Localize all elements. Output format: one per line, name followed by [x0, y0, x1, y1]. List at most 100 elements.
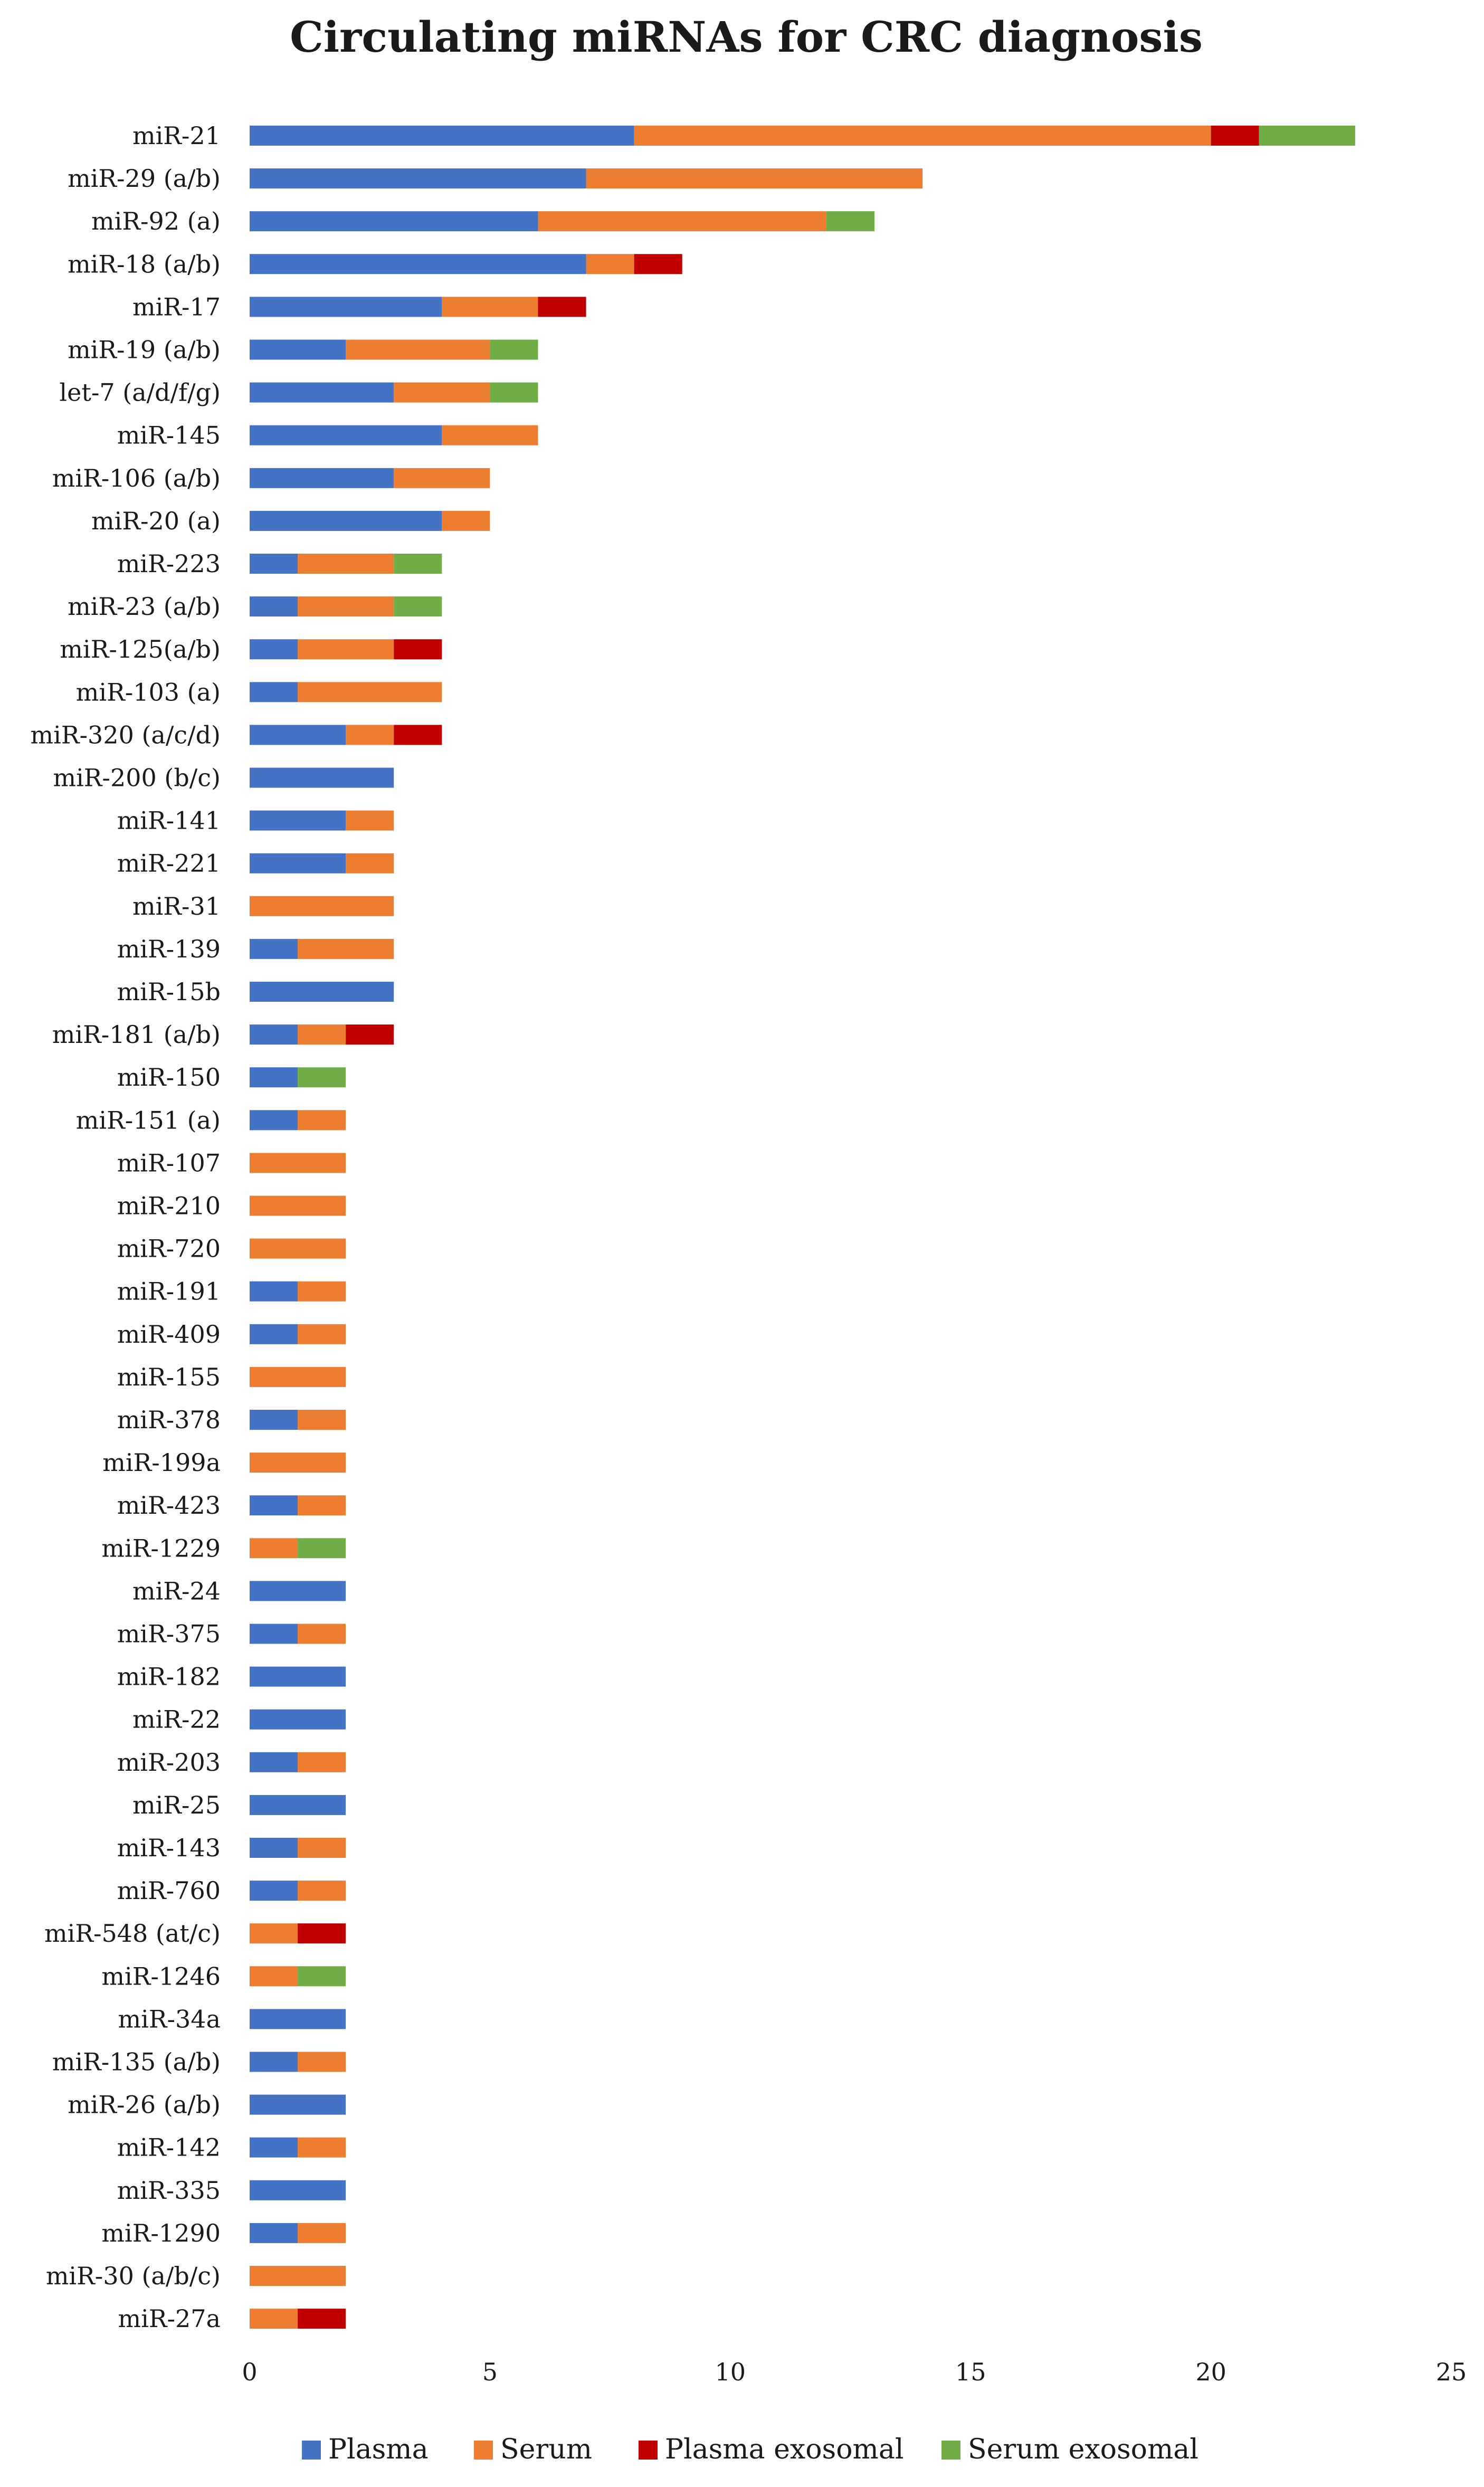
bar-segment	[298, 1966, 346, 1987]
bar-segment	[298, 1752, 346, 1772]
category-label: miR-1290	[101, 2219, 221, 2247]
bar-segment	[442, 510, 490, 531]
bar-segment	[250, 1281, 298, 1302]
category-label: miR-199a	[102, 1448, 221, 1477]
bar-segment	[250, 1795, 346, 1815]
category-label: miR-31	[132, 892, 221, 920]
category-label: miR-19 (a/b)	[68, 336, 221, 364]
bar-segment	[250, 1110, 298, 1131]
category-label: miR-18 (a/b)	[68, 250, 221, 278]
legend-label: Plasma exosomal	[665, 2434, 904, 2465]
category-label: miR-125(a/b)	[60, 635, 221, 663]
legend-item: Plasma exosomal	[639, 2434, 904, 2465]
bar-segment	[346, 810, 394, 831]
bar-segment	[586, 254, 634, 274]
bar-segment	[250, 554, 298, 574]
bar-segment	[250, 254, 586, 274]
category-label: miR-92 (a)	[91, 207, 221, 235]
category-label: miR-15b	[117, 977, 221, 1006]
bar-segment	[250, 810, 346, 831]
bar-segment	[250, 1538, 298, 1559]
bar-segment	[250, 2009, 346, 2029]
category-label: miR-25	[132, 1791, 221, 1819]
legend-swatch	[302, 2441, 321, 2460]
bar-segment	[250, 1067, 298, 1088]
bar-segment	[490, 339, 538, 360]
bar-segment	[250, 168, 586, 189]
plot-area: miR-21 miR-29 (a/b) miR-92 (a) miR-18 (a/b)…	[31, 121, 1355, 2333]
bar-segment	[250, 596, 298, 617]
bar-segment	[394, 596, 442, 617]
bar-segment	[1211, 126, 1259, 146]
category-label: miR-135 (a/b)	[52, 2048, 221, 2076]
category-label: miR-182	[117, 1663, 221, 1691]
category-label: let-7 (a/d/f/g)	[59, 378, 221, 407]
category-label: miR-24	[132, 1577, 221, 1605]
category-label: miR-20 (a)	[91, 507, 221, 535]
bar-segment	[298, 1495, 346, 1516]
category-label: miR-181 (a/b)	[52, 1020, 221, 1049]
category-label: miR-203	[117, 1748, 221, 1777]
legend-item: Serum	[474, 2434, 592, 2465]
bar-segment	[250, 2052, 298, 2072]
bar-segment	[250, 126, 634, 146]
bar-segment	[250, 1238, 346, 1259]
bar-segment	[394, 554, 442, 574]
x-tick-label: 5	[482, 2358, 498, 2386]
category-label: miR-141	[117, 806, 221, 835]
bar-segment	[250, 1453, 346, 1473]
bar-segment	[538, 297, 586, 317]
bar-segment	[490, 382, 538, 403]
bar-segment	[250, 297, 442, 317]
category-label: miR-210	[117, 1192, 221, 1220]
category-label: miR-145	[117, 421, 221, 450]
bar-segment	[298, 1923, 346, 1944]
category-label: miR-223	[117, 549, 221, 578]
legend-swatch	[639, 2441, 658, 2460]
category-label: miR-150	[117, 1063, 221, 1091]
bar-segment	[250, 468, 394, 488]
bar-segment	[394, 468, 490, 488]
category-label: miR-34a	[118, 2005, 221, 2033]
bar-segment	[250, 339, 346, 360]
bar-segment	[298, 2223, 346, 2243]
x-tick-label: 15	[955, 2358, 986, 2386]
category-label: miR-320 (a/c/d)	[31, 720, 221, 749]
bar-segment	[250, 1709, 346, 1730]
category-label: miR-720	[117, 1235, 221, 1263]
bar-segment	[298, 1281, 346, 1302]
bar-segment	[298, 1881, 346, 1901]
bar-segment	[442, 297, 538, 317]
bar-segment	[298, 554, 394, 574]
bar-segment	[298, 2137, 346, 2158]
bar-segment	[298, 1838, 346, 1858]
category-label: miR-29 (a/b)	[68, 164, 221, 193]
x-axis: 0 5 10 15 20 25	[242, 2358, 1467, 2386]
category-label: miR-548 (at/c)	[44, 1919, 221, 1948]
bar-segment	[298, 1110, 346, 1131]
category-label: miR-106 (a/b)	[52, 464, 221, 492]
legend-swatch	[941, 2441, 960, 2460]
category-label: miR-26 (a/b)	[68, 2091, 221, 2119]
bar-segment	[250, 682, 298, 703]
category-label: miR-375	[117, 1620, 221, 1648]
bar-segment	[250, 211, 538, 232]
legend-item: Serum exosomal	[941, 2434, 1198, 2465]
bar-segment	[250, 425, 442, 445]
category-label: miR-155	[117, 1363, 221, 1391]
bar-segment	[250, 2266, 346, 2286]
category-label: miR-27a	[118, 2304, 221, 2333]
bar-segment	[250, 2180, 346, 2200]
bar-segment	[250, 1581, 346, 1601]
bar-segment	[250, 2137, 298, 2158]
category-label: miR-335	[117, 2176, 221, 2205]
category-label: miR-760	[117, 1876, 221, 1905]
category-label: miR-30 (a/b/c)	[46, 2262, 221, 2290]
category-label: miR-1246	[101, 1962, 221, 1990]
bar-segment	[250, 1881, 298, 1901]
bar-segment	[250, 938, 298, 959]
x-tick-label: 25	[1436, 2358, 1467, 2386]
bar-segment	[634, 126, 1211, 146]
bar-segment	[346, 725, 394, 745]
